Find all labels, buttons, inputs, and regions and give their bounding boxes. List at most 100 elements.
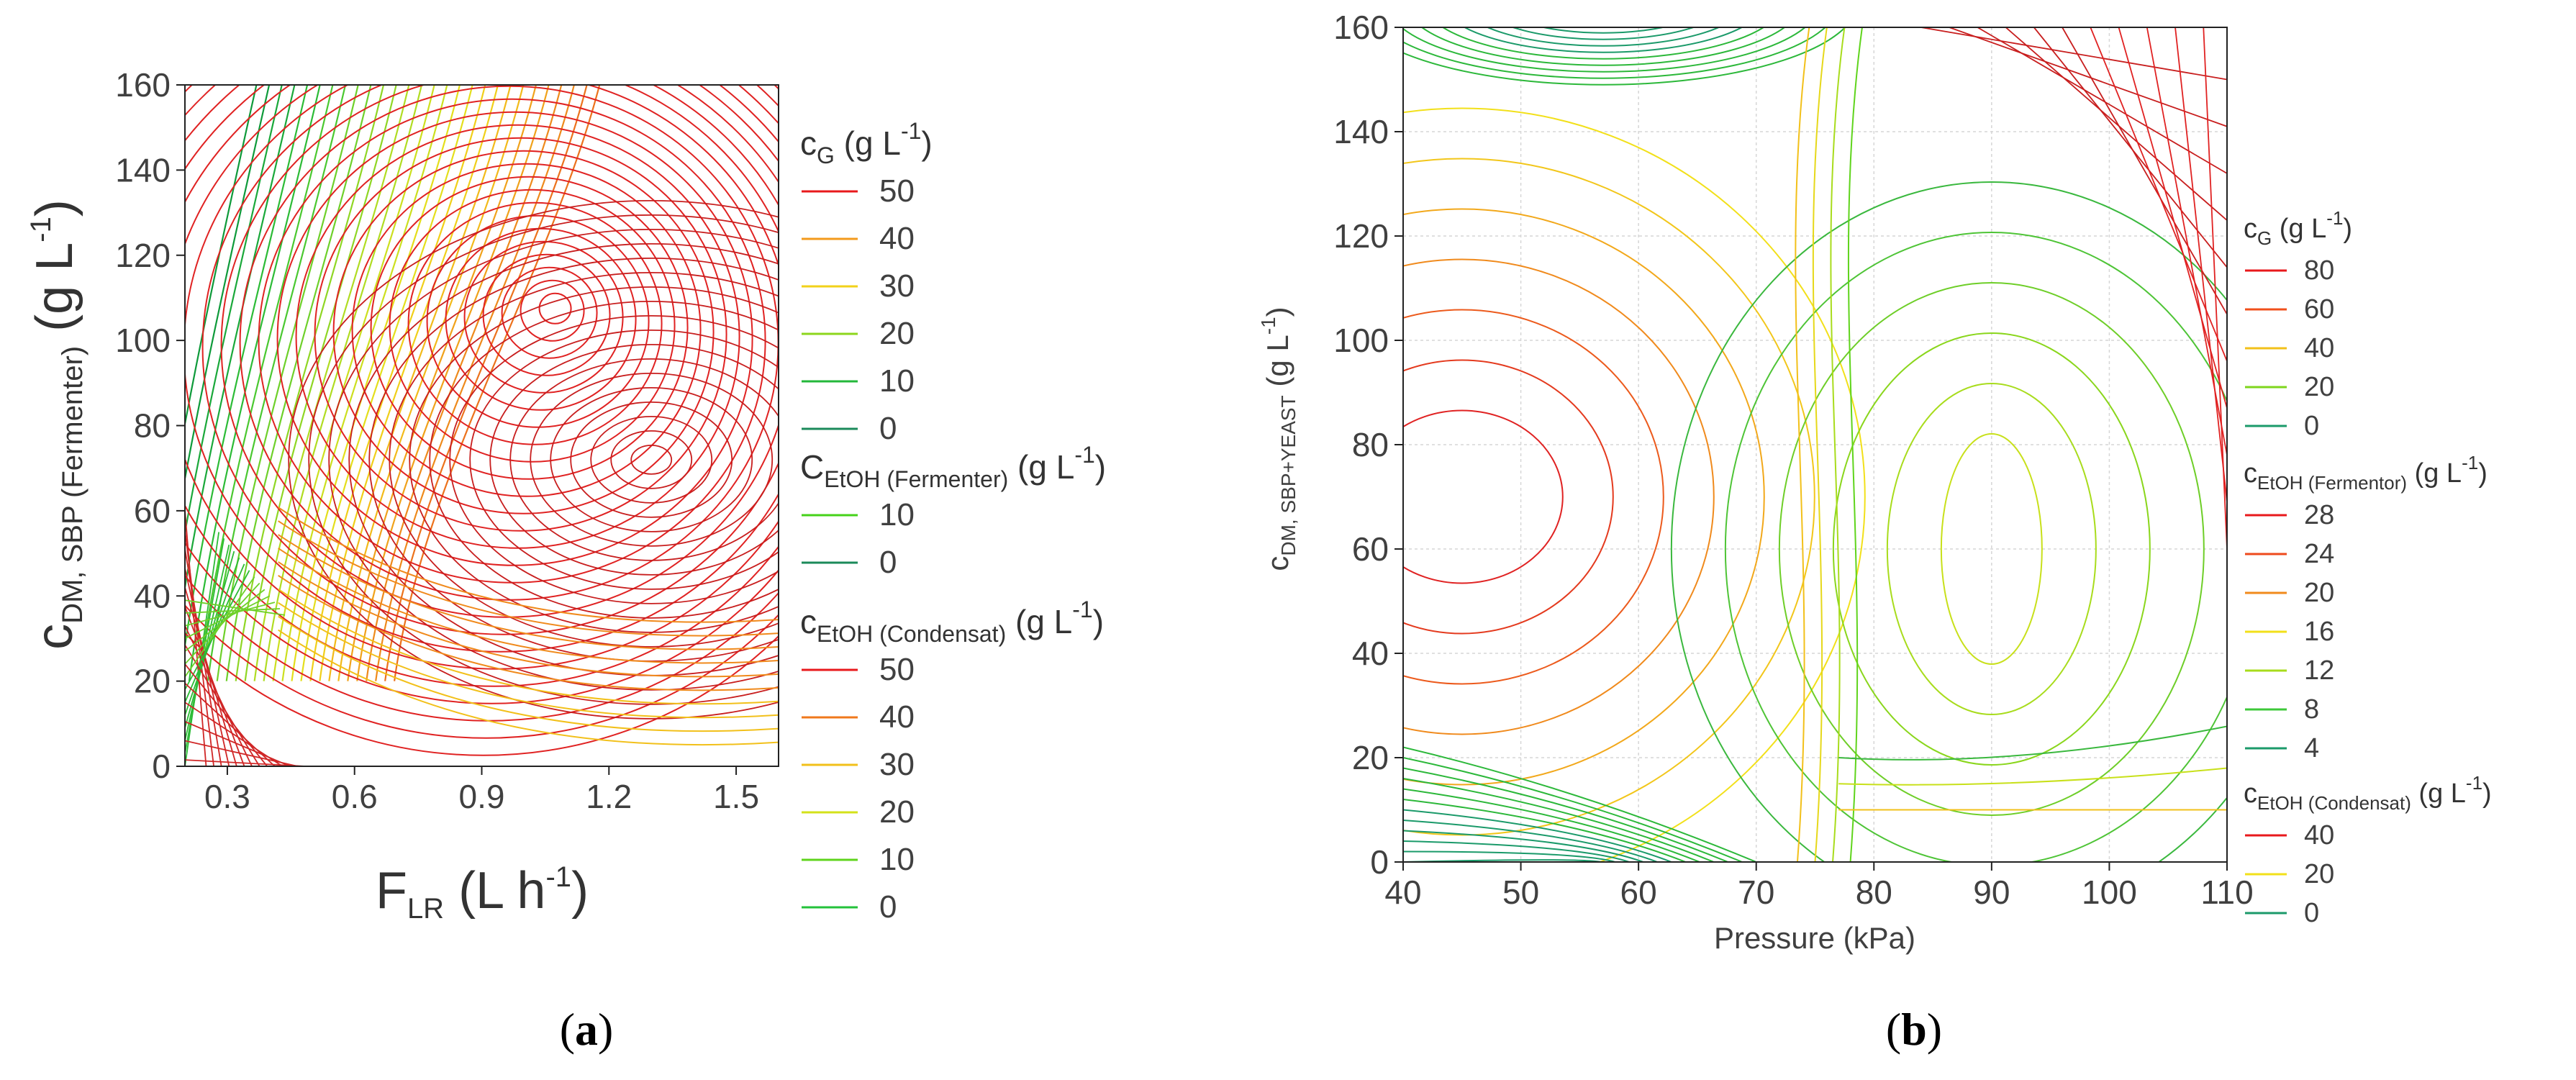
panel-b-contour-line bbox=[1403, 788, 1700, 862]
panel-b-legend-item: 0 bbox=[2304, 898, 2319, 928]
panel-a-y-tick-label: 20 bbox=[134, 663, 171, 700]
panel-b-legend-item: 20 bbox=[2304, 372, 2334, 402]
panel-a-x-ticks: 0.3 0.6 0.9 1.2 1.5 bbox=[204, 766, 759, 815]
panel-b-x-tick-label: 50 bbox=[1502, 873, 1539, 911]
panel-b-contour-line bbox=[1830, 27, 1846, 862]
panel-b-contour-line bbox=[1403, 27, 1846, 86]
panel-a-legend-item: 50 bbox=[879, 173, 915, 209]
panel-a-contour-line bbox=[278, 548, 779, 664]
panel-b-contour-line bbox=[1403, 799, 1686, 862]
panel-b-contour-line bbox=[2062, 27, 2227, 315]
panel-b-contour-line bbox=[1403, 27, 1827, 79]
panel-a-contour-line bbox=[185, 85, 779, 653]
panel-b-contour-line bbox=[1403, 767, 1728, 862]
panel-b-contour-line bbox=[1940, 433, 2043, 665]
panel-a-contour-line bbox=[201, 85, 779, 635]
panel-a-contour-line bbox=[394, 85, 601, 681]
panel-a-contour-line bbox=[278, 507, 779, 623]
panel-b-contour-line bbox=[1403, 208, 1765, 786]
panel-b-contour-line bbox=[1403, 258, 1715, 735]
panel-a-x-tick-label: 0.3 bbox=[204, 778, 250, 815]
panel-a-legend-title: CEtOH (Fermenter) (g L-1) bbox=[800, 442, 1106, 492]
panel-a-x-axis-label: FLR (L h-1) bbox=[376, 861, 589, 925]
panel-a-contour-line bbox=[253, 85, 410, 681]
panel-b-legend-item: 0 bbox=[2304, 411, 2319, 441]
panel-a-contour-line bbox=[235, 85, 385, 681]
panel-b-contour-line bbox=[1420, 27, 1786, 66]
panel-a-legend-title: cEtOH (Condensat) (g L-1) bbox=[800, 596, 1104, 647]
panel-b-x-tick-label: 100 bbox=[2082, 873, 2137, 911]
panel-a-contour-line bbox=[429, 301, 779, 619]
panel-a-contour-line bbox=[368, 258, 779, 662]
panel-a-contour-line bbox=[337, 85, 525, 681]
panel-b-contour-line bbox=[1724, 232, 2227, 862]
panel-a-legend-item: 30 bbox=[879, 268, 915, 304]
panel-b-x-tick-label: 70 bbox=[1738, 873, 1774, 911]
panel-a-contour-line bbox=[610, 430, 693, 489]
panel-a-contour-line bbox=[185, 85, 779, 756]
panel-a-contour-line bbox=[520, 279, 585, 342]
panel-b-contour-line bbox=[1977, 27, 2227, 174]
panel-a-contour-line bbox=[185, 85, 283, 537]
panel-b-y-tick-label: 0 bbox=[1370, 843, 1389, 881]
panel-a-contour-line bbox=[185, 85, 779, 739]
panel-a-contour-line bbox=[185, 740, 298, 766]
panel-b-y-tick-label: 120 bbox=[1333, 217, 1389, 255]
panel-b-y-ticks: 0 20 40 60 80 100 120 140 160 bbox=[1333, 9, 1403, 881]
panel-b-x-axis-label: Pressure (kPa) bbox=[1714, 921, 1915, 955]
panel-a-contour-line bbox=[375, 85, 576, 681]
panel-a-contour-line bbox=[185, 550, 235, 728]
panel-a-contour-line bbox=[347, 85, 538, 681]
panel-a-contour-line bbox=[278, 534, 779, 650]
panel-b-y-axis-label: cDM, SBP+YEAST (g L-1) bbox=[1257, 307, 1300, 571]
panel-a-contour-line bbox=[389, 272, 779, 648]
panel-a-y-tick-label: 0 bbox=[152, 748, 171, 785]
panel-b-x-tick-label: 80 bbox=[1856, 873, 1892, 911]
panel-b-x-tick-label: 60 bbox=[1620, 873, 1657, 911]
panel-a-contour-line bbox=[225, 85, 372, 681]
panel-a-x-tick-label: 0.6 bbox=[332, 778, 378, 815]
panel-a-contour-line bbox=[185, 538, 225, 754]
panel-a-contour-line bbox=[351, 163, 702, 497]
panel-b-x-tick-label: 40 bbox=[1384, 873, 1421, 911]
panel-b-contour-line bbox=[1670, 181, 2227, 862]
panel-b-legend-item: 24 bbox=[2304, 539, 2334, 569]
panel-a-contour-line bbox=[185, 721, 291, 766]
panel-a-contour-line bbox=[328, 85, 512, 681]
panel-a-x-tick-label: 0.9 bbox=[459, 778, 505, 815]
panel-a-contour-line bbox=[185, 595, 271, 640]
panel-a-contour-line bbox=[314, 137, 727, 532]
panel-a-contour-line bbox=[207, 85, 347, 681]
panel-a-contour-line bbox=[291, 85, 461, 681]
panel-a-contour-line bbox=[288, 200, 779, 720]
panel-a-y-tick-label: 80 bbox=[134, 407, 171, 445]
panel-a-contour-line bbox=[278, 602, 779, 719]
panel-b-contour-line bbox=[1403, 840, 1630, 862]
panel-b-contour-line bbox=[1832, 332, 2151, 766]
panel-a-contour-line bbox=[308, 214, 779, 705]
panel-a-contour-line bbox=[482, 253, 611, 376]
panel-b-contour-line bbox=[1510, 27, 1696, 40]
panel-a-contour-line bbox=[278, 629, 779, 746]
panel-b: 40 50 60 70 80 90 100 110 020406080100120140160… bbox=[1257, 9, 2492, 1055]
panel-a-legend-item: 10 bbox=[879, 842, 915, 877]
panel-a-y-ticks: 0 20 40 60 80 100 120 140 160 bbox=[115, 66, 185, 785]
panel-b-legend-title: cEtOH (Fermentor) (g L-1) bbox=[2244, 452, 2487, 494]
panel-a-contour-line bbox=[185, 625, 253, 766]
panel-a-contour-line bbox=[501, 266, 598, 359]
panel-a-contour-line bbox=[188, 85, 321, 681]
panel-a-contour-line bbox=[590, 415, 713, 504]
panel-a-legend-item: 20 bbox=[879, 316, 915, 351]
panel-a-contour-line bbox=[185, 663, 268, 766]
panel-a-legend-item: 30 bbox=[879, 747, 915, 782]
panel-a-legend-item: 10 bbox=[879, 363, 915, 399]
panel-b-contour-line bbox=[1403, 409, 1564, 584]
panel-a-contour-line bbox=[197, 85, 334, 681]
panel-a-legend-title: cG (g L-1) bbox=[800, 118, 933, 168]
panel-b-contour-line bbox=[1486, 27, 1721, 47]
panel-b-legend-item: 20 bbox=[2304, 859, 2334, 889]
panel-a-contour-line bbox=[550, 386, 753, 532]
panel-b-contour-line bbox=[1441, 27, 1765, 60]
panel-b-y-tick-label: 80 bbox=[1352, 426, 1389, 463]
panel-b-legend-item: 12 bbox=[2304, 655, 2334, 686]
